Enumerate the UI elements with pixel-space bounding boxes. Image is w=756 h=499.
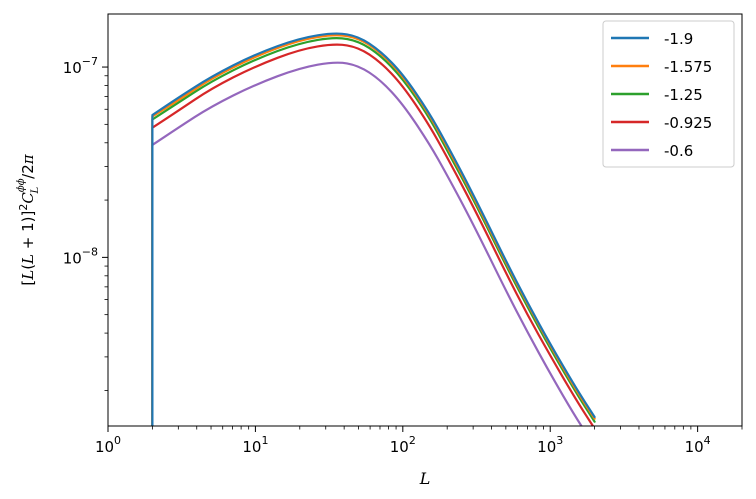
x-tick-label: 100 (95, 434, 121, 456)
x-tick-label: 104 (685, 434, 711, 456)
y-tick-label: 10−7 (63, 55, 98, 77)
x-tick-label: 101 (242, 434, 268, 456)
y-axis-label: [L(L + 1)]2Cϕϕ L/2π (16, 153, 41, 285)
y-axis: 10−8 10−7 (63, 55, 108, 391)
x-axis: 100 101 102 103 104 (95, 426, 743, 456)
series-line-5 (151, 61, 583, 426)
x-tick-label: 103 (537, 434, 563, 456)
legend-label-2: -1.575 (664, 58, 712, 76)
legend-label-5: -0.6 (664, 142, 693, 160)
series-line-3 (151, 37, 596, 426)
y-tick-label: 10−8 (63, 245, 98, 267)
series-line-4 (151, 43, 595, 426)
legend-label-3: -1.25 (664, 86, 703, 104)
series-line-2 (151, 34, 596, 426)
series-line-1 (151, 32, 596, 426)
legend-label-1: -1.9 (664, 30, 693, 48)
legend-label-4: -0.925 (664, 114, 712, 132)
series-layer (151, 32, 596, 426)
plot-frame (107, 13, 743, 427)
legend-box (602, 20, 735, 168)
legend: -1.9 -1.575 -1.25 -0.925 -0.6 (602, 20, 735, 168)
x-axis-label: L (419, 469, 431, 488)
x-tick-label: 102 (390, 434, 416, 456)
